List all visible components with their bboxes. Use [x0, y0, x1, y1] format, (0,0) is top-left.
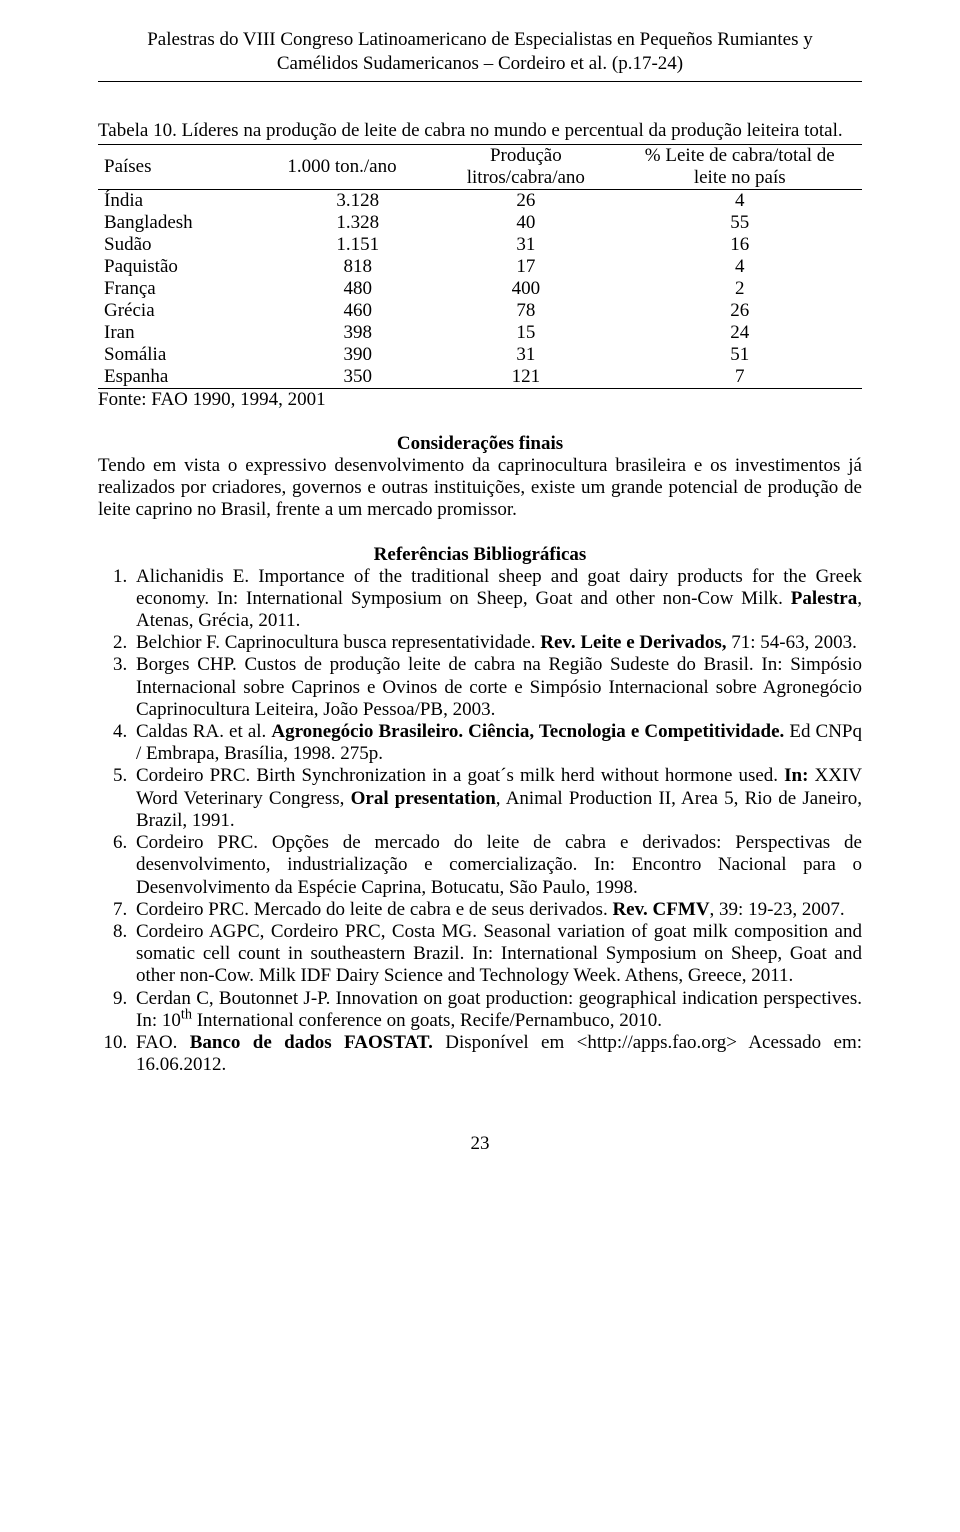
- table-cell: 2: [618, 278, 862, 300]
- table-cell: 4: [618, 256, 862, 278]
- table-cell: 1.328: [281, 212, 434, 234]
- table-row: Iran3981524: [98, 322, 862, 344]
- table-cell: Sudão: [98, 234, 281, 256]
- table-cell: 26: [618, 300, 862, 322]
- col-producao-l2: litros/cabra/ano: [467, 167, 585, 188]
- table-body: Índia3.128264Bangladesh1.3284055Sudão1.1…: [98, 189, 862, 388]
- table-cell: Bangladesh: [98, 212, 281, 234]
- table-cell: 480: [281, 278, 434, 300]
- table-row: França4804002: [98, 278, 862, 300]
- col-producao: Produção litros/cabra/ano: [434, 144, 617, 189]
- references-title: Referências Bibliográficas: [98, 544, 862, 566]
- reference-item: Cordeiro PRC. Mercado do leite de cabra …: [132, 899, 862, 921]
- table-cell: Paquistão: [98, 256, 281, 278]
- table-row: Somália3903151: [98, 344, 862, 366]
- reference-item: Cordeiro PRC. Opções de mercado do leite…: [132, 832, 862, 899]
- reference-item: Caldas RA. et al. Agronegócio Brasileiro…: [132, 721, 862, 765]
- reference-item: FAO. Banco de dados FAOSTAT. Disponível …: [132, 1032, 862, 1076]
- table-cell: 1.151: [281, 234, 434, 256]
- table-cell: 78: [434, 300, 617, 322]
- table-cell: 31: [434, 234, 617, 256]
- table-cell: Índia: [98, 189, 281, 212]
- table-cell: 3.128: [281, 189, 434, 212]
- table-cell: 16: [618, 234, 862, 256]
- table-cell: 400: [434, 278, 617, 300]
- reference-item: Borges CHP. Custos de produção leite de …: [132, 654, 862, 721]
- table-cell: 121: [434, 366, 617, 389]
- running-header: Palestras do VIII Congreso Latinoamerica…: [98, 28, 862, 77]
- table-source: Fonte: FAO 1990, 1994, 2001: [98, 389, 862, 411]
- col-producao-l1: Produção: [490, 145, 562, 166]
- reference-item: Alichanidis E. Importance of the traditi…: [132, 566, 862, 633]
- table-row: Grécia4607826: [98, 300, 862, 322]
- col-percent: % Leite de cabra/total de leite no país: [618, 144, 862, 189]
- col-paises: Países: [98, 144, 281, 189]
- table-cell: 51: [618, 344, 862, 366]
- table-cell: 55: [618, 212, 862, 234]
- table-cell: 15: [434, 322, 617, 344]
- table-cell: 24: [618, 322, 862, 344]
- reference-item: Cerdan C, Boutonnet J-P. Innovation on g…: [132, 988, 862, 1032]
- col-percent-l1: % Leite de cabra/total de: [645, 145, 835, 166]
- reference-item: Cordeiro PRC. Birth Synchronization in a…: [132, 765, 862, 832]
- table-row: Espanha3501217: [98, 366, 862, 389]
- col-ton: 1.000 ton./ano: [281, 144, 434, 189]
- table-row: Sudão1.1513116: [98, 234, 862, 256]
- table-header-row: Países 1.000 ton./ano Produção litros/ca…: [98, 144, 862, 189]
- table-cell: 818: [281, 256, 434, 278]
- table-cell: 40: [434, 212, 617, 234]
- table-row: Paquistão818174: [98, 256, 862, 278]
- considerations-text: Tendo em vista o expressivo desenvolvime…: [98, 455, 862, 522]
- reference-item: Cordeiro AGPC, Cordeiro PRC, Costa MG. S…: [132, 921, 862, 988]
- table-cell: 398: [281, 322, 434, 344]
- table-cell: Grécia: [98, 300, 281, 322]
- table-cell: Iran: [98, 322, 281, 344]
- table-cell: 4: [618, 189, 862, 212]
- running-header-line1: Palestras do VIII Congreso Latinoamerica…: [147, 29, 813, 50]
- table-cell: 17: [434, 256, 617, 278]
- considerations-title: Considerações finais: [98, 433, 862, 455]
- running-header-line2: Camélidos Sudamericanos – Cordeiro et al…: [277, 53, 683, 74]
- table-row: Índia3.128264: [98, 189, 862, 212]
- col-percent-l2: leite no país: [694, 167, 786, 188]
- table-cell: 350: [281, 366, 434, 389]
- table-cell: 7: [618, 366, 862, 389]
- table-cell: 31: [434, 344, 617, 366]
- table-cell: França: [98, 278, 281, 300]
- table-caption: Tabela 10. Líderes na produção de leite …: [98, 120, 862, 142]
- table-cell: Somália: [98, 344, 281, 366]
- data-table: Países 1.000 ton./ano Produção litros/ca…: [98, 144, 862, 389]
- page-number: 23: [98, 1133, 862, 1155]
- header-rule: [98, 81, 862, 82]
- table-cell: 460: [281, 300, 434, 322]
- reference-item: Belchior F. Caprinocultura busca represe…: [132, 632, 862, 654]
- references-list: Alichanidis E. Importance of the traditi…: [98, 566, 862, 1077]
- table-cell: 390: [281, 344, 434, 366]
- table-cell: 26: [434, 189, 617, 212]
- table-row: Bangladesh1.3284055: [98, 212, 862, 234]
- page: Palestras do VIII Congreso Latinoamerica…: [0, 0, 960, 1195]
- table-cell: Espanha: [98, 366, 281, 389]
